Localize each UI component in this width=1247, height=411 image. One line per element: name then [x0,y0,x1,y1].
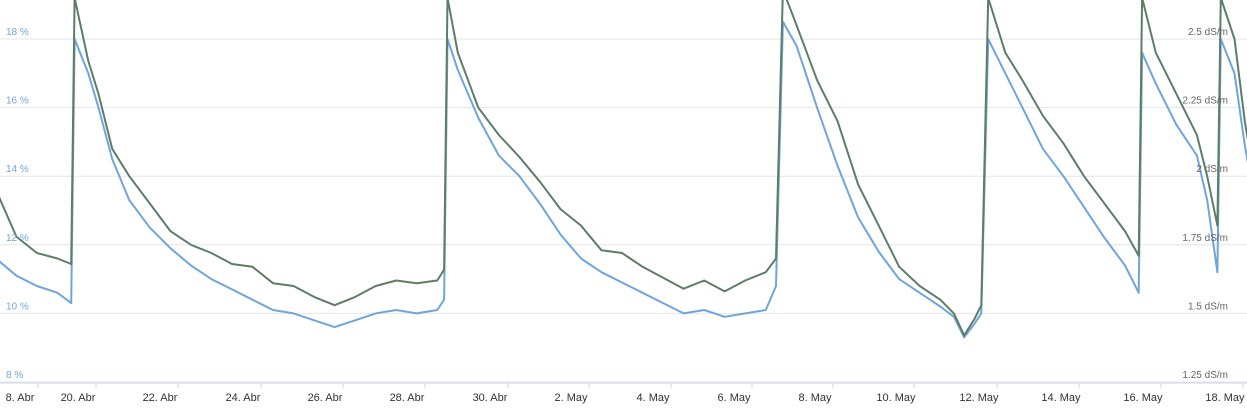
x-tick-label: 28. Abr [390,392,425,404]
x-tick-label: 2. May [554,392,588,404]
x-tick-label: 8. May [798,392,832,404]
x-tick-label: 20. Abr [61,392,96,404]
y-right-tick-label: 1.75 dS/m [1182,233,1228,244]
series-layer [0,0,1247,339]
y-right-tick-label: 1.25 dS/m [1182,370,1228,381]
x-tick-label: 16. May [1123,392,1163,404]
y-right-tick-label: 1.5 dS/m [1188,301,1228,312]
series-line-left [0,20,1247,339]
y-left-tick-label: 12 % [6,233,29,244]
x-tick-label: 4. May [636,392,670,404]
x-tick-label: 10. May [876,392,916,404]
x-tick-label: 22. Abr [143,392,178,404]
x-tick-label: 30. Abr [473,392,508,404]
x-tick-label: 18. May [1205,392,1245,404]
x-tick-label: 12. May [959,392,999,404]
x-tick-label: 8. Abr [6,392,35,404]
x-tick-label: 14. May [1041,392,1081,404]
y-left-tick-label: 14 % [6,164,29,175]
series-line-right [0,0,1247,337]
grid-lines [0,38,1247,383]
y-left-tick-label: 8 % [6,370,23,381]
y-left-tick-label: 10 % [6,301,29,312]
y-axis-left-labels: 8 % 10 % 12 % 14 % 16 % 18 % [6,27,29,381]
x-axis-labels: 8. Abr 20. Abr 22. Abr 24. Abr 26. Abr 28. Ab… [6,392,1245,404]
y-axis-right-labels: 1.25 dS/m 1.5 dS/m 1.75 dS/m 2 dS/m 2.25 dS/… [1182,27,1228,381]
y-right-tick-label: 2.5 dS/m [1188,27,1228,38]
y-left-tick-label: 18 % [6,27,29,38]
x-tick-label: 6. May [717,392,751,404]
y-right-tick-label: 2 dS/m [1196,164,1228,175]
x-axis [0,382,1247,388]
x-tick-label: 24. Abr [226,392,261,404]
x-tick-label: 26. Abr [308,392,343,404]
y-right-tick-label: 2.25 dS/m [1182,96,1228,107]
y-left-tick-label: 16 % [6,96,29,107]
